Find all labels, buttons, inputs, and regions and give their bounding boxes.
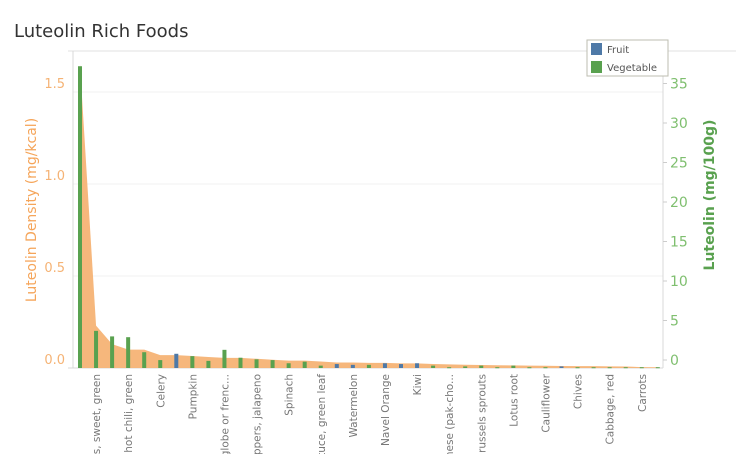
bar-vegetable	[78, 66, 82, 368]
x-tick-label: hot chili, green	[123, 374, 135, 453]
bar-vegetable	[447, 367, 452, 369]
bar-vegetable	[607, 367, 612, 369]
bar-vegetable	[639, 367, 644, 369]
x-tick-label: inese (pak-cho...	[444, 374, 456, 454]
bar-vegetable	[222, 349, 227, 368]
legend[interactable]: Fruit Vegetable	[586, 39, 669, 77]
bar-vegetable	[495, 367, 500, 369]
x-tick-label: Kiwi	[412, 374, 424, 395]
right-tick-label: 20	[670, 195, 688, 211]
bar-vegetable	[431, 365, 436, 368]
x-tick-label: Celery	[155, 374, 167, 408]
right-axis-ticks: 0 5 10 15 20 25 30 35	[663, 77, 688, 369]
right-axis-title: Luteolin (mg/100g)	[702, 120, 718, 271]
bar-fruit	[334, 364, 339, 368]
bar-vegetable	[575, 367, 580, 369]
x-tick-label: Lotus root	[508, 374, 520, 427]
bar-vegetable	[543, 367, 548, 369]
bar-fruit	[559, 366, 564, 368]
bar-vegetable	[302, 361, 307, 368]
legend-fruit-swatch	[591, 43, 602, 55]
x-tick-label: Cabbage, red	[605, 374, 617, 445]
right-tick-label: 10	[670, 274, 688, 290]
gridlines	[73, 91, 663, 277]
left-tick-label: 1.5	[44, 77, 65, 92]
chart-title: Luteolin Rich Foods	[14, 21, 188, 42]
bar-vegetable	[366, 364, 371, 368]
bar-fruit	[174, 353, 179, 368]
bar-vegetable	[286, 363, 291, 368]
bar-vegetable	[463, 366, 468, 368]
x-tick-label: Carrots	[637, 374, 649, 412]
bar-vegetable	[623, 367, 628, 369]
right-tick-label: 35	[670, 77, 688, 93]
left-axis-ticks: 0.0 0.5 1.0 1.5	[44, 77, 65, 368]
bar-vegetable	[511, 365, 516, 368]
bar-vegetable	[318, 365, 323, 368]
left-tick-label: 0.0	[44, 353, 65, 368]
x-tick-label: (globe or frenc...	[219, 374, 231, 454]
x-tick-label: Watermelon	[348, 374, 360, 438]
bar-vegetable	[655, 367, 660, 369]
bar-vegetable	[479, 365, 484, 368]
bar-vegetable	[254, 359, 259, 368]
right-tick-label: 5	[670, 314, 679, 330]
bar-vegetable	[206, 360, 211, 368]
bar-fruit	[382, 363, 387, 368]
bar-vegetable	[190, 356, 195, 368]
bars	[78, 66, 660, 369]
bar-vegetable	[238, 357, 243, 368]
x-tick-label: Chives	[573, 374, 585, 409]
left-tick-label: 1.0	[44, 169, 65, 184]
bar-vegetable	[270, 360, 275, 368]
x-tick-label: Navel Orange	[380, 374, 392, 446]
x-tick-label: tuce, green leaf	[316, 374, 328, 454]
legend-vegetable-swatch	[591, 61, 602, 73]
bar-vegetable	[527, 367, 532, 369]
left-axis-title: Luteolin Density (mg/kcal)	[24, 118, 40, 302]
x-tick-label: Spinach	[284, 374, 296, 416]
x-tick-label: Cauliflower	[540, 373, 552, 432]
right-tick-label: 30	[670, 116, 688, 132]
bar-vegetable	[110, 336, 115, 368]
bar-fruit	[399, 364, 403, 368]
bar-vegetable	[126, 337, 131, 368]
right-tick-label: 25	[670, 156, 688, 172]
bar-vegetable	[591, 367, 596, 369]
legend-vegetable-label: Vegetable	[607, 63, 657, 74]
left-tick-label: 0.5	[44, 261, 65, 276]
bar-vegetable	[94, 330, 99, 368]
right-tick-label: 0	[670, 353, 679, 369]
bar-fruit	[350, 364, 355, 368]
x-axis-labels: rs, sweet, green hot chili, green Celery Pu…	[91, 373, 649, 458]
bar-vegetable	[142, 352, 147, 368]
bar-fruit	[415, 363, 420, 368]
x-tick-label: russels sprouts	[476, 374, 488, 453]
density-area	[80, 64, 658, 369]
right-tick-label: 15	[670, 235, 688, 251]
x-tick-label: rs, sweet, green	[91, 374, 103, 454]
bar-vegetable	[158, 360, 163, 368]
legend-fruit-label: Fruit	[607, 45, 629, 56]
x-tick-label: ppers, jalapeno	[252, 374, 264, 454]
x-tick-label: Pumpkin	[187, 374, 199, 419]
